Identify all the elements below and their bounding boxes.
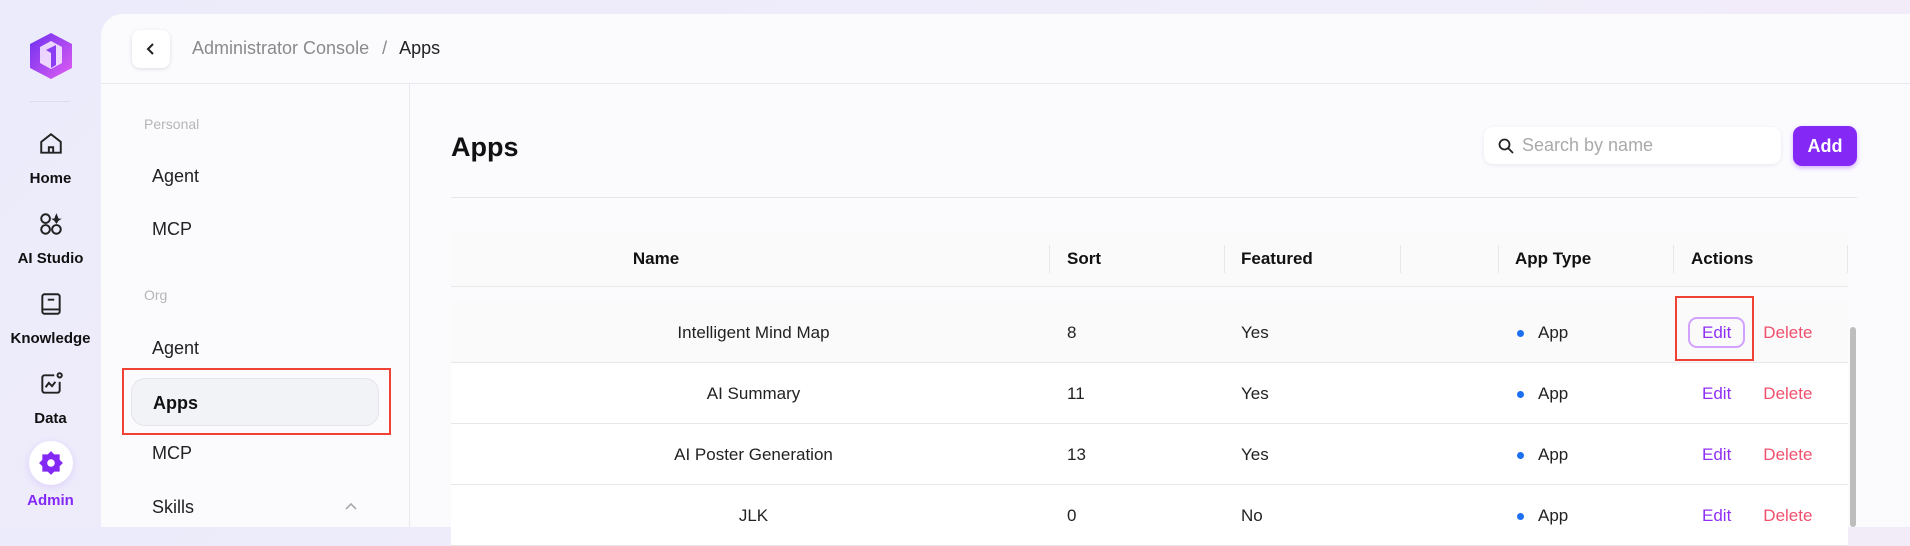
rail-label: Admin: [27, 492, 74, 509]
rail-label: Home: [29, 170, 72, 187]
cell-app-type: App: [1517, 363, 1568, 424]
column-header-name: Name: [632, 249, 680, 268]
search-icon: [1498, 138, 1514, 154]
table-header: Name Sort Featured App Type Actions: [451, 231, 1848, 287]
table-row: Intelligent Mind Map 8 Yes App Edit Delete: [451, 302, 1848, 363]
cell-name: AI Summary: [706, 384, 801, 403]
rail-item-ai-studio[interactable]: AI Studio: [0, 211, 101, 267]
type-dot-icon: [1517, 452, 1524, 460]
column-separator: [1847, 245, 1848, 273]
cell-name: Intelligent Mind Map: [677, 323, 830, 342]
rail-label: Data: [34, 410, 67, 427]
app-logo[interactable]: [28, 31, 74, 81]
rail-item-data[interactable]: Data: [0, 371, 101, 427]
search-box[interactable]: [1484, 127, 1781, 164]
cell-sort: 11: [1067, 384, 1085, 403]
column-separator: [1673, 245, 1674, 273]
section-label-personal: Personal: [144, 116, 200, 132]
rail-label: AI Studio: [17, 250, 84, 267]
breadcrumb-parent[interactable]: Administrator Console: [192, 38, 370, 58]
cell-name: JLK: [738, 506, 769, 525]
search-input[interactable]: [1522, 135, 1762, 156]
cell-sort: 13: [1067, 445, 1086, 464]
home-icon: [39, 133, 62, 154]
column-separator: [1498, 245, 1499, 273]
column-separator: [1049, 245, 1050, 273]
subnav-label: Skills: [152, 497, 195, 517]
rail-item-knowledge[interactable]: Knowledge: [0, 291, 101, 347]
app-type-label: App: [1538, 506, 1569, 525]
cell-actions: Edit Delete: [1702, 424, 1812, 485]
delete-button[interactable]: Delete: [1763, 506, 1813, 525]
table-row: JLK 0 No App Edit Delete: [451, 485, 1848, 546]
edit-button[interactable]: Edit: [1702, 445, 1732, 464]
app-type-label: App: [1538, 445, 1569, 464]
cell-featured: No: [1241, 506, 1263, 525]
subnav-item-org-apps[interactable]: Apps: [131, 378, 379, 426]
back-button[interactable]: [132, 30, 170, 68]
cell-actions: Edit Delete: [1702, 363, 1812, 424]
column-header-app-type: App Type: [1515, 249, 1592, 268]
column-header-featured: Featured: [1241, 249, 1313, 268]
table-row: AI Summary 11 Yes App Edit Delete: [451, 363, 1848, 424]
edit-button[interactable]: Edit: [1688, 317, 1746, 348]
cell-sort: 8: [1067, 323, 1077, 342]
cell-featured: Yes: [1241, 445, 1269, 464]
type-dot-icon: [1517, 391, 1524, 399]
section-label-org: Org: [144, 287, 168, 303]
subnav-item-org-agent[interactable]: Agent: [152, 338, 200, 358]
delete-button[interactable]: Delete: [1763, 323, 1813, 342]
column-separator: [1224, 245, 1225, 273]
admin-subnav: Personal Agent MCP Org Agent Apps MCP Sk…: [101, 84, 410, 527]
app-type-label: App: [1538, 384, 1569, 403]
chart-icon: [40, 372, 63, 394]
cell-name: AI Poster Generation: [674, 445, 833, 464]
add-button[interactable]: Add: [1793, 126, 1857, 166]
divider: [451, 197, 1857, 198]
rail-label: Knowledge: [10, 330, 91, 347]
cell-app-type: App: [1517, 302, 1568, 363]
cell-actions: Edit Delete: [1688, 302, 1812, 363]
type-dot-icon: [1517, 513, 1524, 521]
page-header: Administrator Console / Apps: [101, 14, 1910, 84]
cell-featured: Yes: [1241, 384, 1269, 403]
edit-button[interactable]: Edit: [1702, 384, 1732, 403]
table-row: AI Poster Generation 13 Yes App Edit Delete: [451, 424, 1848, 485]
ai-studio-icon: [39, 213, 62, 235]
cell-sort: 0: [1067, 506, 1077, 525]
chevron-left-icon: [146, 43, 154, 55]
edit-button[interactable]: Edit: [1702, 506, 1732, 525]
gear-icon: [38, 451, 63, 475]
column-separator: [1400, 245, 1401, 273]
cell-featured: Yes: [1241, 323, 1269, 342]
page-title: Apps: [451, 132, 519, 162]
app-type-label: App: [1538, 323, 1569, 342]
type-dot-icon: [1517, 330, 1524, 338]
breadcrumb-separator: /: [382, 38, 388, 58]
cell-app-type: App: [1517, 424, 1568, 485]
book-icon: [40, 293, 61, 315]
column-header-sort: Sort: [1067, 249, 1101, 268]
rail-item-admin[interactable]: Admin: [0, 441, 101, 509]
subnav-item-org-skills[interactable]: Skills: [131, 483, 379, 531]
delete-button[interactable]: Delete: [1763, 445, 1813, 464]
breadcrumb-current: Apps: [399, 38, 441, 58]
subnav-item-personal-agent[interactable]: Agent: [152, 166, 200, 186]
delete-button[interactable]: Delete: [1763, 384, 1813, 403]
chevron-up-icon: [345, 502, 357, 510]
scrollbar[interactable]: [1850, 327, 1856, 527]
subnav-item-personal-mcp[interactable]: MCP: [152, 219, 192, 239]
rail-item-home[interactable]: Home: [0, 131, 101, 187]
column-header-actions: Actions: [1691, 249, 1754, 268]
cell-app-type: App: [1517, 485, 1568, 546]
cell-actions: Edit Delete: [1702, 485, 1812, 546]
breadcrumb: Administrator Console / Apps: [192, 38, 440, 59]
subnav-item-org-mcp[interactable]: MCP: [152, 443, 192, 463]
rail-divider: [30, 101, 70, 102]
